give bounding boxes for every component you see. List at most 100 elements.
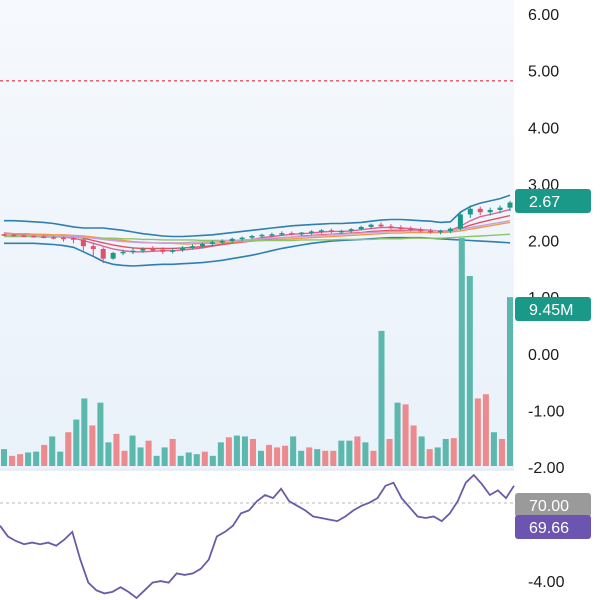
volume-bar: [41, 444, 48, 466]
volume-bar: [249, 438, 256, 466]
y-axis: 6.005.004.003.002.001.000.00-1.00-2.00-4…: [528, 7, 565, 591]
volume-bar: [386, 438, 393, 466]
volume-bar: [322, 450, 329, 466]
y-tick-label: 0.00: [528, 347, 559, 364]
volume-bar: [490, 432, 497, 466]
volume-bar: [410, 425, 417, 466]
volume-bar: [137, 447, 144, 466]
candle-body: [90, 246, 96, 249]
rsi-last-tag-bg: [515, 515, 591, 539]
candle-body: [199, 243, 205, 247]
candle-body: [328, 230, 334, 233]
candle-body: [477, 208, 483, 213]
volume-bar: [434, 447, 441, 466]
rsi-background: [0, 470, 514, 600]
volume-bar: [201, 451, 208, 466]
volume-bar: [209, 455, 216, 466]
volume-bar: [482, 394, 489, 466]
candle-body: [160, 249, 166, 252]
volume-bar: [418, 436, 425, 466]
candle-body: [497, 207, 503, 210]
volume-last-tag: 9.45M: [529, 302, 573, 319]
volume-bar: [362, 442, 369, 466]
candle-body: [348, 229, 354, 231]
candle-body: [368, 224, 374, 227]
candle-body: [180, 247, 186, 251]
candle-body: [80, 239, 86, 247]
candle-body: [467, 208, 473, 215]
candle-body: [170, 250, 176, 252]
candle-body: [428, 230, 434, 233]
volume-bar: [354, 436, 361, 466]
candle-body: [438, 230, 444, 233]
y-tick-label: -2.00: [528, 460, 565, 477]
candle-body: [279, 233, 285, 235]
volume-bar: [338, 440, 345, 466]
candle-body: [259, 234, 265, 237]
volume-bar: [394, 402, 401, 466]
y-tick-label: -1.00: [528, 403, 565, 420]
candle-body: [358, 226, 364, 230]
candle-body: [229, 238, 235, 242]
volume-bar: [65, 432, 72, 466]
candle-body: [299, 232, 305, 235]
candle-body: [51, 237, 57, 239]
candle-body: [150, 248, 156, 251]
volume-bar: [89, 425, 96, 466]
candle-body: [398, 227, 404, 229]
price-last-tag-bg: [515, 189, 591, 213]
candle-body: [209, 242, 215, 244]
volume-bar: [258, 450, 265, 466]
volume-bar: [346, 440, 353, 466]
y-tick-label: -4.00: [528, 574, 565, 591]
price-last-tag: 2.67: [529, 194, 560, 211]
candle-body: [190, 246, 196, 248]
y-tick-label: 4.00: [528, 120, 559, 137]
volume-bar: [153, 455, 160, 466]
volume-bar: [458, 238, 465, 466]
volume-bar: [241, 436, 248, 466]
volume-bar: [97, 402, 104, 466]
volume-bar: [33, 451, 40, 466]
volume-bar: [378, 330, 385, 466]
volume-bar: [402, 404, 409, 466]
volume-bar: [193, 454, 200, 466]
volume-bar: [17, 454, 24, 466]
volume-bar: [73, 419, 80, 466]
volume-bar: [129, 435, 136, 466]
volume-bar: [506, 297, 513, 466]
candle-body: [41, 236, 47, 239]
rsi-panel: [0, 473, 515, 600]
volume-bar: [442, 438, 449, 466]
candle-body: [21, 235, 27, 237]
volume-bar: [225, 437, 232, 466]
candle-body: [249, 235, 255, 238]
rsi-line: [0, 473, 515, 600]
volume-bar: [105, 442, 112, 466]
candle-body: [457, 214, 463, 229]
volume-bar: [233, 435, 240, 466]
candle-body: [338, 230, 344, 233]
volume-bar: [1, 449, 8, 466]
candle-body: [120, 251, 126, 254]
volume-bar: [145, 440, 152, 466]
volume-bar: [306, 447, 313, 466]
moving-average-line: [4, 220, 511, 244]
plot-background: [0, 0, 514, 470]
candle-body: [100, 248, 106, 259]
volume-bar: [290, 436, 297, 466]
volume-bar: [177, 455, 184, 466]
candle-body: [408, 228, 414, 231]
volume-bar: [370, 450, 377, 466]
rsi-reference-tag: 70.00: [529, 498, 569, 515]
candle-body: [140, 248, 146, 251]
volume-bar: [57, 451, 64, 466]
value-tags: 2.67 9.45M 70.00 69.66: [515, 189, 591, 539]
volume-last-tag-bg: [515, 297, 591, 321]
candle-body: [239, 237, 245, 240]
y-tick-label: 6.00: [528, 7, 559, 24]
candle-body: [318, 230, 324, 232]
candle-body: [507, 202, 513, 208]
volume-bar: [9, 455, 16, 466]
